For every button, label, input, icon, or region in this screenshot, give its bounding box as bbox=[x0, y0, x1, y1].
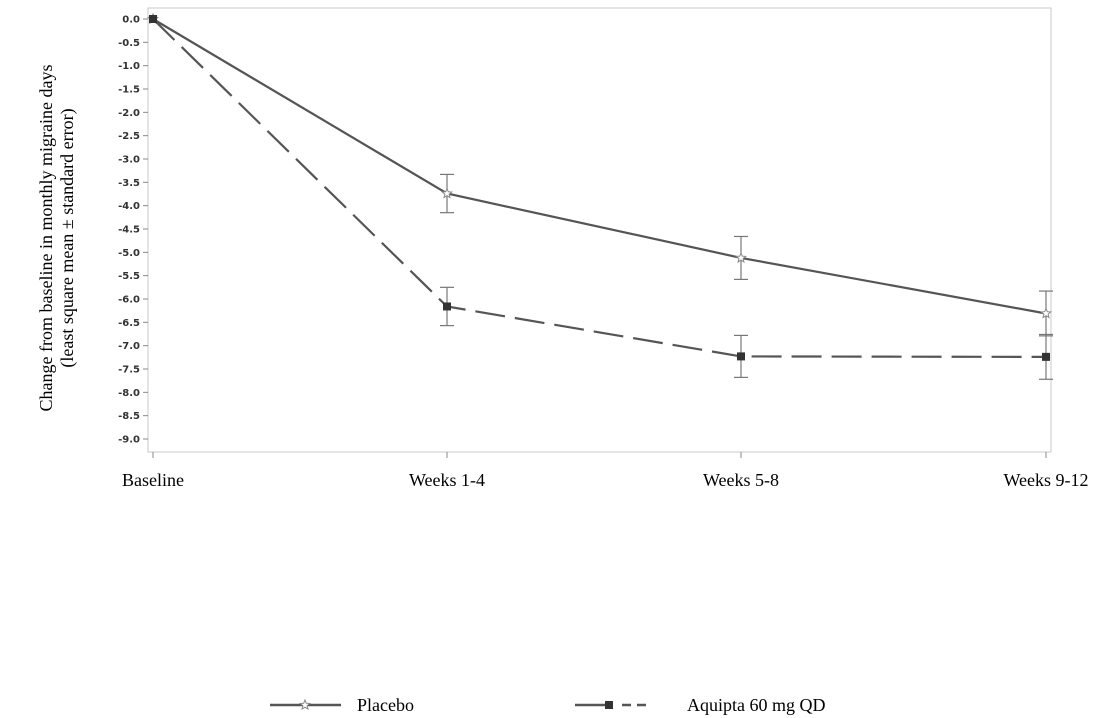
y-tick-label: -4.5 bbox=[118, 225, 140, 236]
y-axis-title-line-2: (least square mean ± standard error) bbox=[57, 108, 78, 367]
y-tick-label: -9.0 bbox=[118, 435, 140, 446]
data-point-square bbox=[737, 352, 745, 361]
y-tick-label: -3.0 bbox=[118, 155, 140, 166]
y-tick-label: -7.0 bbox=[118, 341, 140, 352]
legend-aquipta-square-icon bbox=[605, 701, 613, 709]
y-tick-label: 0.0 bbox=[122, 15, 140, 26]
series-line bbox=[152, 18, 1047, 358]
y-tick-label: -1.5 bbox=[118, 85, 140, 96]
y-tick-label: -7.5 bbox=[118, 365, 140, 376]
y-tick-label: -6.5 bbox=[118, 318, 140, 329]
y-tick-label: -2.5 bbox=[118, 131, 140, 142]
legend-placebo-star-icon bbox=[298, 698, 312, 711]
x-tick-label: Baseline bbox=[122, 470, 184, 490]
y-tick-label: -0.5 bbox=[118, 38, 140, 49]
y-tick-label: -2.0 bbox=[118, 108, 140, 119]
data-point-square bbox=[443, 302, 451, 311]
data-point-star bbox=[734, 251, 748, 264]
series-line bbox=[152, 18, 1047, 315]
y-tick-label: -8.0 bbox=[118, 388, 140, 399]
y-tick-label: -8.5 bbox=[118, 411, 140, 422]
y-tick-label: -3.5 bbox=[118, 178, 140, 189]
y-tick-label: -5.5 bbox=[118, 271, 140, 282]
x-axis: Baseline Weeks 1-4 Weeks 5-8 Weeks 9-12 bbox=[122, 452, 1089, 490]
legend-placebo-label: Placebo bbox=[357, 695, 414, 715]
plot-frame bbox=[147, 7, 1052, 453]
legend-aquipta-label: Aquipta 60 mg QD bbox=[687, 695, 826, 715]
series-aquipta bbox=[149, 15, 1053, 380]
y-axis-title-line-1: Change from baseline in monthly migraine… bbox=[36, 65, 56, 412]
x-tick-label: Weeks 9-12 bbox=[1003, 470, 1088, 490]
series-placebo bbox=[146, 12, 1053, 337]
y-tick-label: -6.0 bbox=[118, 295, 140, 306]
data-point-square bbox=[149, 15, 157, 23]
y-tick-label: -1.0 bbox=[118, 61, 140, 72]
data-point-square bbox=[1042, 352, 1050, 361]
legend-entry-aquipta: Aquipta 60 mg QD bbox=[575, 695, 826, 715]
legend: Placebo Aquipta 60 mg QD bbox=[270, 695, 826, 715]
data-point-star bbox=[440, 187, 454, 199]
x-tick-label: Weeks 5-8 bbox=[703, 470, 779, 490]
y-axis: 0.0 -0.5 -1.0 -1.5 -2.0 -2.5 -3.0 -3.5 -4.0 -4.5 -… bbox=[118, 15, 148, 446]
y-tick-label: -5.0 bbox=[118, 248, 140, 259]
x-tick-label: Weeks 1-4 bbox=[409, 470, 485, 490]
data-point-star bbox=[1039, 307, 1053, 319]
legend-entry-placebo: Placebo bbox=[270, 695, 414, 715]
series-layer bbox=[146, 12, 1053, 380]
y-tick-label: -4.0 bbox=[118, 201, 140, 212]
